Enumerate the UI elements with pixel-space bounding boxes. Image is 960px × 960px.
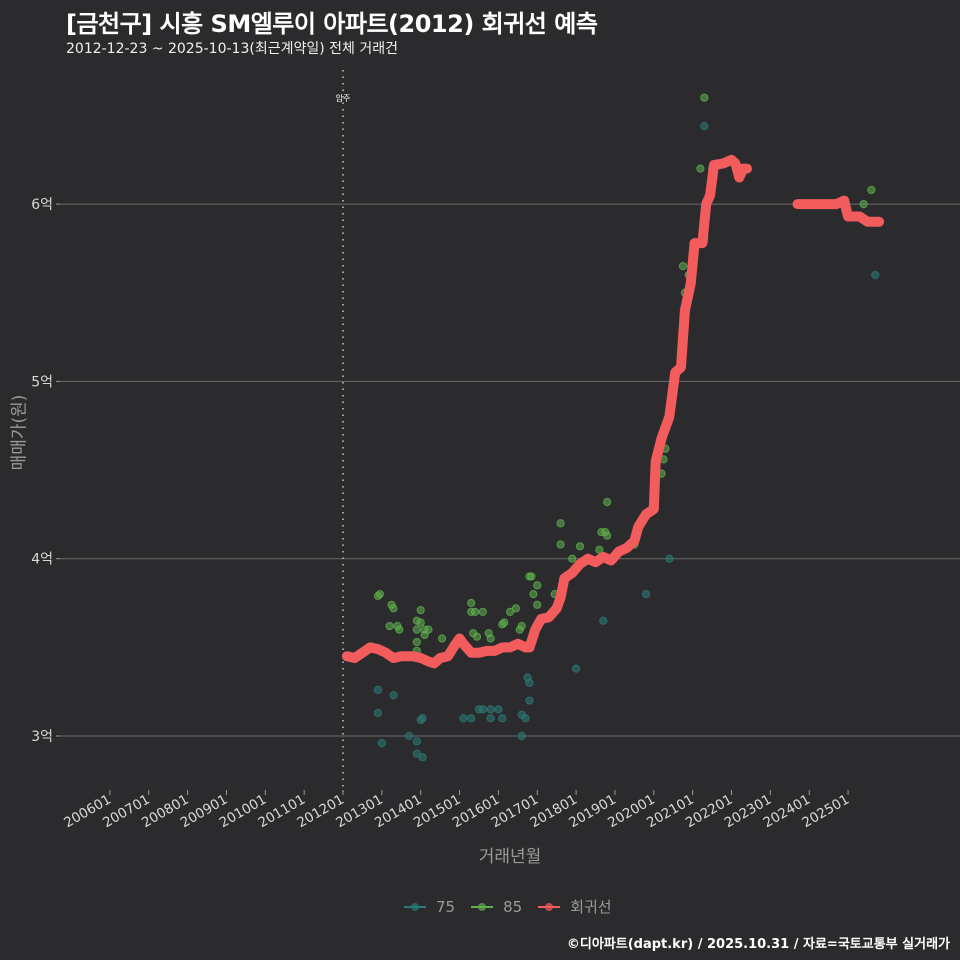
legend: 75 85 회귀선 [404, 896, 620, 917]
legend-key-75-icon [404, 900, 426, 914]
y-axis-ticks: 3억 4억 5억 6억 [31, 197, 60, 745]
legend-item-85: 85 [471, 898, 522, 916]
chart-subtitle: 2012-12-23 ~ 2025-10-13(최근계약일) 전체 거래건 [66, 41, 398, 57]
svg-text:입주: 입주 [336, 94, 351, 103]
x-axis-ticks: 2006012007012008012009012010012011012012… [61, 790, 852, 831]
source-footer: ©디아파트(dapt.kr) / 2025.10.31 / 자료=국토교통부 실… [566, 937, 950, 952]
legend-label-85: 85 [503, 897, 523, 916]
legend-label-regression: 회귀선 [570, 898, 612, 916]
legend-item-regression: 회귀선 [538, 896, 612, 917]
svg-text:4억: 4억 [31, 552, 53, 568]
legend-item-75: 75 [404, 898, 455, 916]
move-in-annotation: 입주 [336, 70, 351, 792]
y-gridlines [60, 203, 960, 737]
y-axis-label: 매매가(원) [9, 394, 30, 471]
x-axis-label: 거래년월 [478, 847, 542, 867]
svg-text:6억: 6억 [31, 197, 53, 213]
svg-text:5억: 5억 [31, 374, 53, 390]
legend-label-75: 75 [436, 897, 456, 916]
chart-title: [금천구] 시흥 SM엘루이 아파트(2012) 회귀선 예측 [66, 10, 598, 38]
series-85-points [373, 93, 876, 655]
legend-key-85-icon [471, 900, 494, 914]
legend-key-regression-icon [538, 900, 561, 914]
regression-line [341, 154, 885, 669]
svg-text:3억: 3억 [31, 729, 53, 745]
series-75-points [373, 121, 880, 762]
